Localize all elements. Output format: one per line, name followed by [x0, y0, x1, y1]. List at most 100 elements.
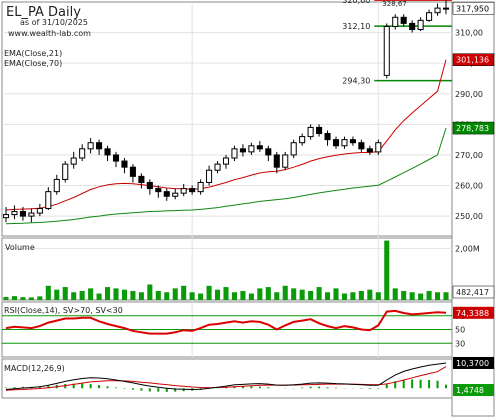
volume-bar: [79, 290, 85, 300]
volume-bar: [274, 292, 280, 300]
volume-bar: [215, 289, 221, 300]
candle-body: [239, 148, 246, 153]
macd-badge-label: 10,3700: [456, 359, 489, 368]
candle-body: [138, 175, 145, 183]
volume-bar: [105, 287, 111, 300]
candle-body: [248, 145, 255, 153]
price-badge-label: 278,783: [456, 124, 489, 133]
watermark: www.wealth-lab.com: [8, 29, 91, 38]
volume-bar: [138, 292, 144, 300]
candle-body: [104, 148, 111, 156]
candle-body: [282, 154, 289, 168]
candle-body: [79, 148, 86, 159]
price-tick-label: 260,00: [455, 182, 483, 191]
candle-body: [409, 22, 416, 31]
volume-bar: [28, 297, 34, 300]
volume-bar: [164, 292, 170, 300]
volume-bar: [375, 292, 381, 300]
price-badge: [452, 53, 495, 66]
candle-body: [180, 188, 187, 194]
volume-bar: [223, 287, 229, 300]
volume-bar: [54, 289, 60, 300]
candle-body: [197, 181, 204, 193]
candle-body: [417, 19, 424, 31]
candle-body: [214, 163, 221, 171]
candle-body: [129, 166, 136, 177]
macd-signal-badge-label: 1,4748: [456, 386, 484, 395]
candle-body: [2, 214, 10, 219]
price-badge: [452, 2, 495, 15]
chart-title: EL_PA Daily: [6, 5, 81, 20]
volume-bar: [392, 288, 398, 300]
candle-body: [28, 212, 35, 217]
volume-bar: [418, 293, 424, 300]
volume-bar: [96, 293, 102, 300]
candle-body: [96, 142, 103, 150]
candle-body: [155, 188, 162, 193]
rsi-badge: [453, 306, 494, 319]
volume-bar: [20, 297, 26, 300]
level-label: 294,30: [342, 77, 370, 86]
volume-bar: [113, 288, 119, 300]
volume-bar: [88, 288, 94, 300]
volume-bar: [121, 289, 127, 300]
volume-bar: [172, 288, 178, 300]
rsi-line: [5, 309, 447, 335]
candle-body: [87, 142, 94, 150]
candle-body: [222, 157, 230, 165]
price-tick-label: 290,00: [455, 90, 483, 99]
candle-body: [11, 211, 18, 216]
level-label: 320,60: [342, 0, 370, 5]
volume-bar: [341, 293, 347, 300]
volume-bar: [308, 290, 314, 300]
candle-body: [426, 12, 433, 21]
candle-body: [112, 154, 120, 162]
price-tick-label: 270,00: [455, 151, 483, 160]
price-badge-label: 317,950: [456, 4, 489, 13]
price-tick-label: 310,00: [455, 29, 483, 38]
volume-bar: [206, 285, 212, 300]
candle-body: [332, 139, 340, 147]
candle-body: [366, 148, 373, 153]
macd-line: [5, 362, 447, 391]
volume-bar: [282, 285, 288, 300]
macd-signal-line: [5, 366, 447, 391]
candle-body: [121, 160, 128, 168]
rsi-badge-label: 74,3388: [456, 309, 489, 318]
volume-bar: [257, 288, 263, 300]
volume-bar: [443, 292, 449, 300]
candle-body: [358, 142, 365, 150]
volume-title: Volume: [5, 243, 35, 252]
candle-body: [36, 207, 43, 214]
candle-body: [400, 16, 407, 24]
volume-bar: [130, 290, 136, 300]
volume-bar: [37, 296, 43, 300]
volume-bar: [367, 289, 373, 300]
volume-bar: [231, 292, 237, 300]
macd-title: MACD(12,26,9): [4, 364, 65, 373]
volume-bar: [147, 284, 153, 300]
volume-bar: [189, 292, 195, 300]
macd-badge: [453, 356, 494, 369]
candle-body: [392, 16, 399, 27]
volume-bar: [198, 293, 204, 300]
volume-bar: [384, 240, 390, 300]
candle-body: [434, 7, 441, 14]
top-level-label: 328,67: [382, 0, 407, 8]
candle-body: [256, 145, 263, 150]
rsi-tick-label: 30: [455, 339, 465, 348]
candle-body: [273, 154, 280, 168]
candle-body: [349, 139, 356, 144]
volume-bar: [316, 287, 322, 300]
candle-body: [189, 188, 196, 193]
candle-body: [341, 139, 348, 147]
price-axis-frame: [451, 1, 495, 417]
price-badge-label: 301,136: [456, 56, 489, 65]
candle-body: [375, 142, 382, 153]
volume-bar: [181, 285, 187, 300]
volume-bar: [401, 290, 407, 300]
candle-body: [231, 148, 238, 159]
volume-bar: [248, 293, 254, 300]
volume-bar: [325, 292, 331, 300]
candle-body: [53, 178, 60, 193]
